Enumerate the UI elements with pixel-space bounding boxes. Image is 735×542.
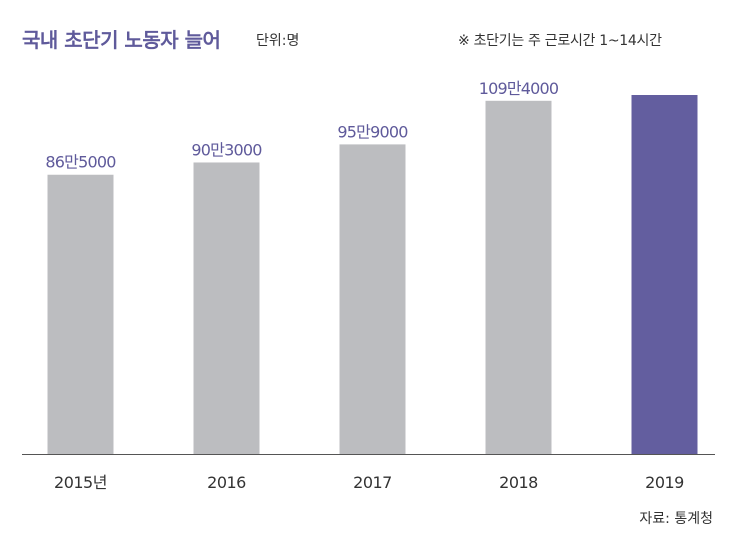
data-label-0: 86만5000 bbox=[45, 153, 116, 172]
x-tick-label-2: 2017 bbox=[353, 473, 392, 492]
bar-4 bbox=[631, 95, 698, 454]
data-label-2: 95만9000 bbox=[337, 122, 408, 141]
x-tick-label-4: 2019 bbox=[645, 473, 684, 492]
unit-label: 단위:명 bbox=[256, 33, 300, 49]
bar-1 bbox=[193, 162, 260, 454]
data-label-3: 109만4000 bbox=[479, 79, 559, 98]
x-tick-label-0: 2015년 bbox=[54, 473, 107, 492]
data-label-4: 111만2000 bbox=[625, 76, 705, 95]
footnote: ※ 초단기는 주 근로시간 1~14시간 bbox=[458, 33, 662, 49]
source-label: 자료: 통계청 bbox=[639, 511, 713, 527]
bar-0 bbox=[47, 174, 114, 454]
bar-chart: 86만5000 2015년 90만3000 2016 95만9000 2017 109만40… bbox=[22, 76, 715, 492]
bar-3 bbox=[485, 100, 552, 454]
x-tick-label-1: 2016 bbox=[207, 473, 246, 492]
bar-2 bbox=[339, 144, 406, 455]
chart-title: 국내 초단기 노동자 늘어 bbox=[22, 28, 221, 52]
x-tick-label-3: 2018 bbox=[499, 473, 538, 492]
data-label-1: 90만3000 bbox=[191, 140, 262, 159]
